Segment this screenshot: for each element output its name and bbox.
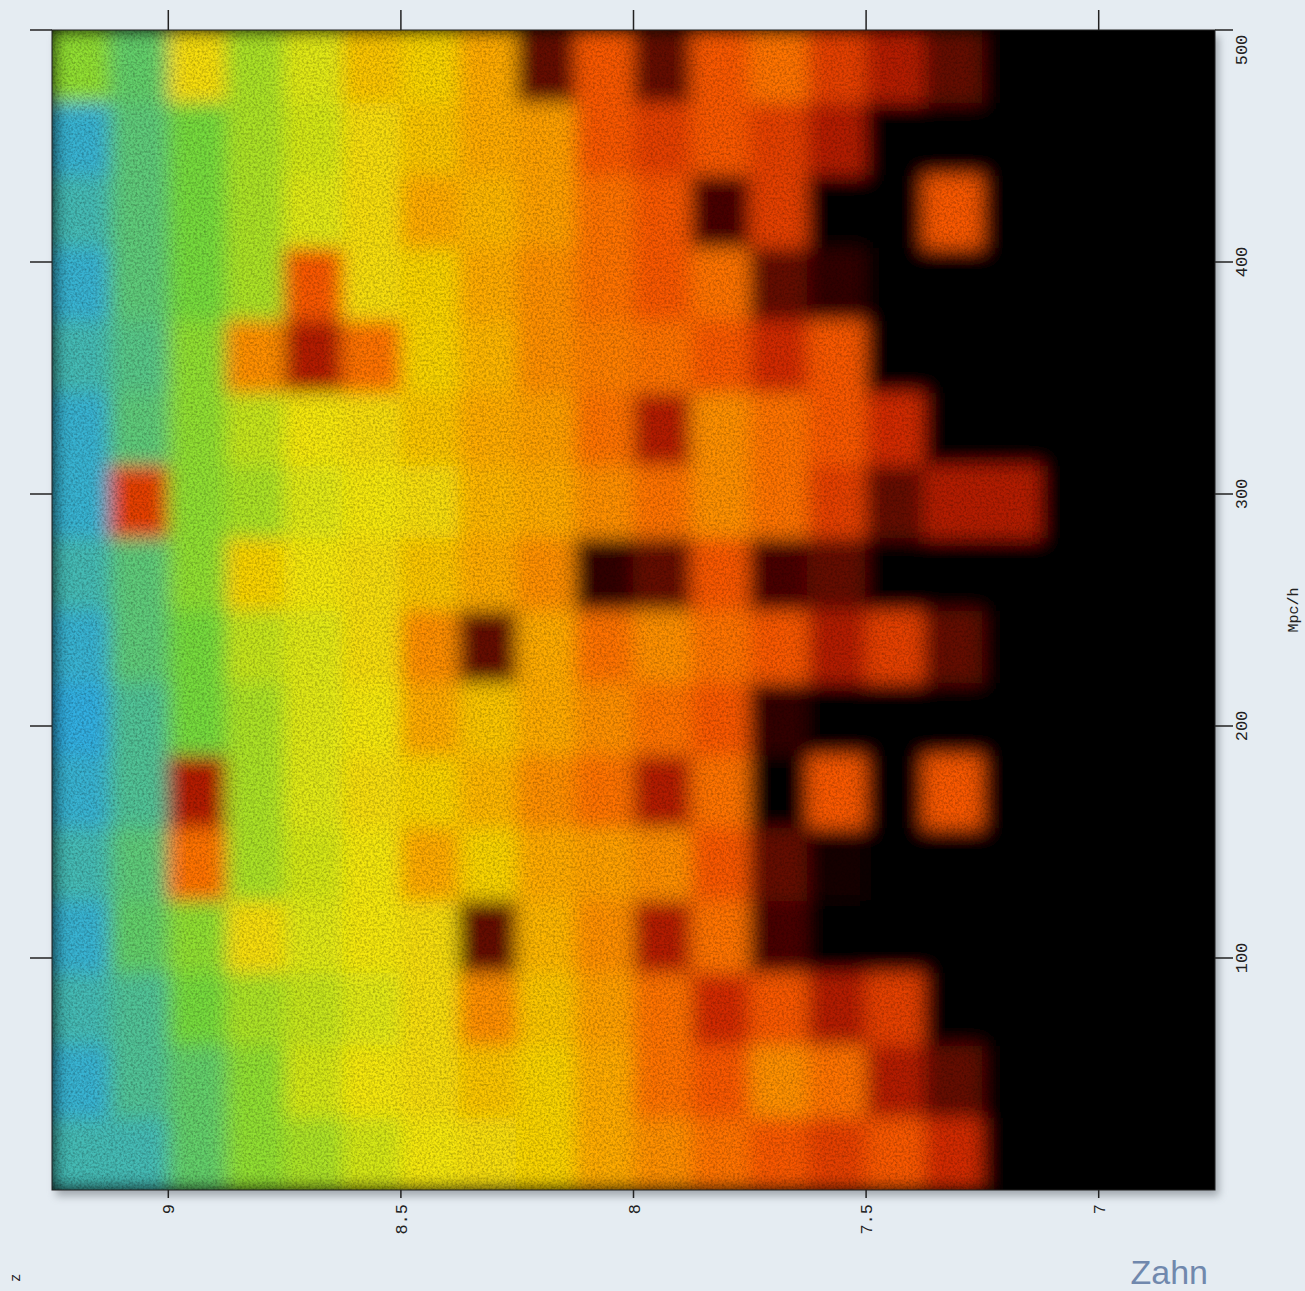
x-tick-label: 7.5 xyxy=(858,1204,877,1235)
y-tick-left xyxy=(30,261,52,263)
frame xyxy=(52,30,1215,1190)
x-tick-top xyxy=(1098,10,1100,30)
speckle xyxy=(52,30,1215,1190)
x-tick xyxy=(168,1190,170,1198)
plot-area xyxy=(52,30,1215,1190)
x-tick xyxy=(865,1190,867,1198)
cells xyxy=(52,30,1215,1190)
y-tick-label: 300 xyxy=(1233,479,1252,510)
x-tick-label: 9 xyxy=(160,1204,179,1214)
x-tick-label: 8 xyxy=(626,1204,645,1214)
y-tick-label: 500 xyxy=(1233,35,1252,66)
x-tick-label: 7 xyxy=(1091,1204,1110,1214)
y-axis-title: Mpc/h xyxy=(1286,587,1303,632)
y-tick-label: 100 xyxy=(1233,943,1252,974)
credit: Zahn xyxy=(1131,1253,1209,1291)
y-tick-left xyxy=(30,957,52,959)
y-tick-left xyxy=(30,29,52,31)
y-tick xyxy=(1215,957,1233,959)
chart: 9 8.5 8 7.5 7 100 200 300 400 500 z Mpc/h Zahn xyxy=(0,0,1305,1291)
x-tick xyxy=(633,1190,635,1198)
x-tick-top xyxy=(633,10,635,30)
plot-background xyxy=(52,30,1215,1190)
y-tick-left xyxy=(30,725,52,727)
x-tick-top xyxy=(400,10,402,30)
y-tick xyxy=(1215,725,1233,727)
x-tick xyxy=(400,1190,402,1198)
y-tick-left xyxy=(30,493,52,495)
y-tick xyxy=(1215,493,1233,495)
x-tick-top xyxy=(865,10,867,30)
x-tick xyxy=(1098,1190,1100,1198)
x-tick-label: 8.5 xyxy=(393,1204,412,1235)
y-tick-label: 400 xyxy=(1233,247,1252,278)
y-tick xyxy=(1215,261,1233,263)
y-tick-label: 200 xyxy=(1233,711,1252,742)
y-tick xyxy=(1215,29,1233,31)
x-axis-title: z xyxy=(8,1274,24,1282)
x-tick-top xyxy=(168,10,170,30)
